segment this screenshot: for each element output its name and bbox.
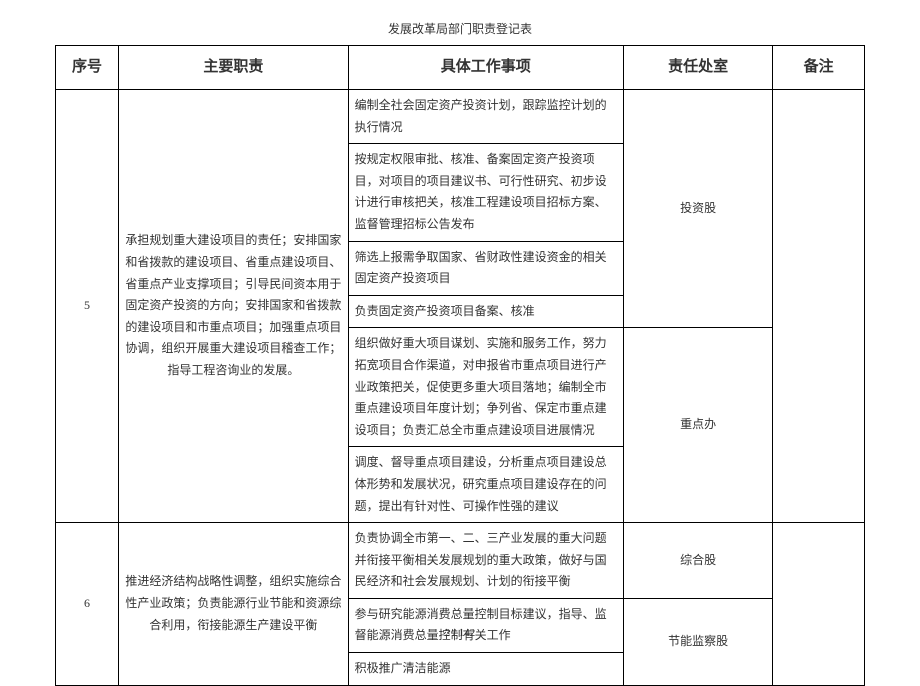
cell-task: 负责固定资产投资项目备案、核准 [348, 295, 623, 328]
cell-duty: 推进经济结构战略性调整，组织实施综合性产业政策；负责能源行业节能和资源综合利用，… [119, 523, 349, 686]
cell-task: 筛选上报需争取国家、省财政性建设资金的相关固定资产投资项目 [348, 241, 623, 295]
page-title: 发展改革局部门职责登记表 [55, 20, 865, 37]
cell-task: 积极推广清洁能源 [348, 653, 623, 686]
cell-task: 参与研究能源消费总量控制目标建议，指导、监督能源消费总量控制有关工作 [348, 598, 623, 652]
header-task: 具体工作事项 [348, 46, 623, 90]
header-seq: 序号 [56, 46, 119, 90]
header-note: 备注 [773, 46, 865, 90]
responsibility-table: 序号 主要职责 具体工作事项 责任处室 备注 5承担规划重大建设项目的责任；安排… [55, 45, 865, 686]
cell-duty: 承担规划重大建设项目的责任；安排国家和省拨款的建设项目、省重点建设项目、省重点产… [119, 90, 349, 523]
cell-task: 按规定权限审批、核准、备案固定资产投资项目，对项目的项目建议书、可行性研究、初步… [348, 144, 623, 241]
cell-task: 组织做好重大项目谋划、实施和服务工作，努力拓宽项目合作渠道，对申报省市重点项目进… [348, 328, 623, 447]
page-number: 2 / 142 [0, 627, 920, 639]
table-row: 6推进经济结构战略性调整，组织实施综合性产业政策；负责能源行业节能和资源综合利用… [56, 523, 865, 599]
cell-dept: 节能监察股 [624, 598, 773, 685]
header-dept: 责任处室 [624, 46, 773, 90]
cell-seq: 5 [56, 90, 119, 523]
cell-task: 调度、督导重点项目建设，分析重点项目建设总体形势和发展状况，研究重点项目建设存在… [348, 447, 623, 523]
cell-note [773, 90, 865, 523]
cell-dept: 投资股 [624, 90, 773, 328]
cell-dept: 综合股 [624, 523, 773, 599]
table-row: 5承担规划重大建设项目的责任；安排国家和省拨款的建设项目、省重点建设项目、省重点… [56, 90, 865, 144]
cell-seq: 6 [56, 523, 119, 686]
table-header-row: 序号 主要职责 具体工作事项 责任处室 备注 [56, 46, 865, 90]
cell-dept: 重点办 [624, 328, 773, 523]
cell-task: 编制全社会固定资产投资计划，跟踪监控计划的执行情况 [348, 90, 623, 144]
cell-note [773, 523, 865, 686]
header-duty: 主要职责 [119, 46, 349, 90]
cell-task: 负责协调全市第一、二、三产业发展的重大问题并衔接平衡相关发展规划的重大政策，做好… [348, 523, 623, 599]
